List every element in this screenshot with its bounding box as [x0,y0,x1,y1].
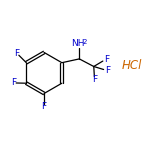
Text: F: F [104,55,109,64]
Text: F: F [41,102,47,111]
Text: F: F [105,66,110,75]
Text: F: F [92,75,97,84]
Text: NH: NH [71,39,85,48]
Text: HCl: HCl [122,59,142,72]
Text: 2: 2 [83,40,87,45]
Text: F: F [11,78,16,87]
Text: F: F [14,49,19,58]
